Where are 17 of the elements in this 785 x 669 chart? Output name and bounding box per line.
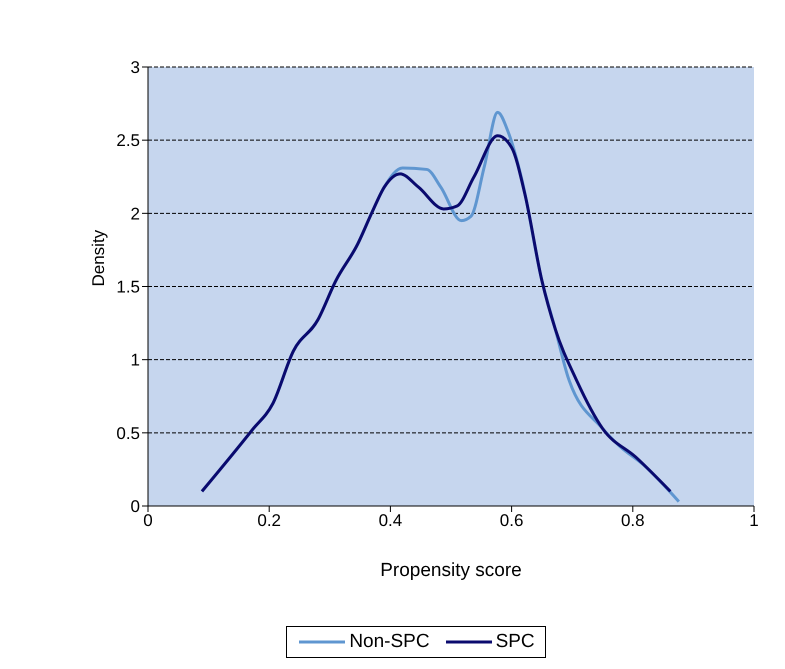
y-tick-label: 0: [130, 497, 140, 516]
legend-label: Non-SPC: [349, 631, 430, 653]
y-tick-label: 1: [130, 350, 140, 370]
y-tick-label: 2.5: [116, 131, 140, 150]
x-tick-label: 0.8: [620, 511, 645, 530]
legend-label: SPC: [496, 631, 535, 653]
x-tick-label: 0: [143, 511, 153, 530]
x-tick-label: 0.2: [257, 511, 282, 530]
y-axis-title: Density: [89, 229, 108, 286]
y-tick-label: 2: [130, 204, 140, 224]
x-axis-title: Propensity score: [380, 560, 522, 581]
y-tick-label: 0.5: [116, 424, 140, 443]
y-tick-label: 3: [130, 58, 140, 78]
x-tick-label: 1: [749, 511, 759, 530]
y-tick-label: 1.5: [116, 278, 140, 297]
x-tick-label: 0.4: [378, 511, 402, 530]
x-tick-label: 0.6: [500, 511, 524, 530]
